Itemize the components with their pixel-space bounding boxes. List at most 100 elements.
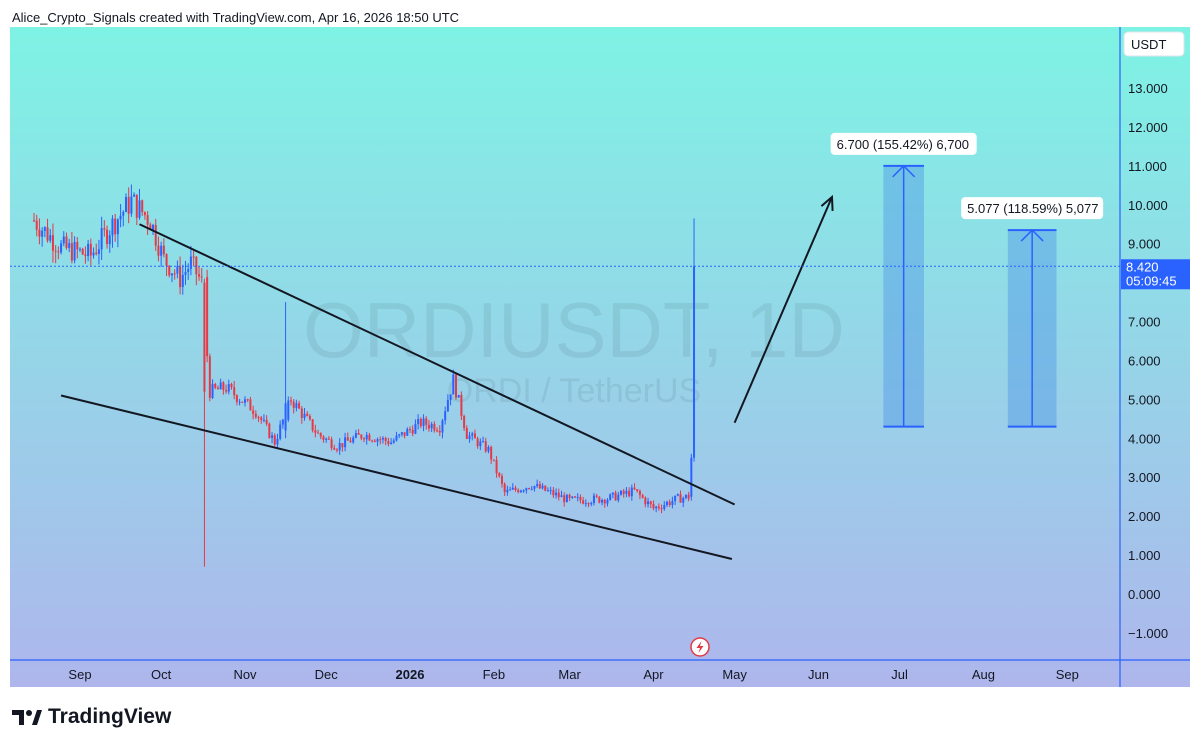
candle — [179, 256, 182, 295]
candle — [60, 240, 63, 255]
candle — [528, 487, 531, 490]
candle — [211, 379, 214, 400]
time-tick-label: Oct — [151, 667, 172, 682]
target-range-arrowhead — [892, 164, 916, 178]
candle — [522, 489, 525, 493]
candle — [487, 445, 490, 454]
candle — [276, 433, 279, 449]
candle — [587, 502, 590, 508]
event-lightning-icon[interactable] — [690, 637, 710, 657]
candle — [335, 448, 338, 453]
candle — [195, 255, 198, 286]
candle — [636, 489, 639, 493]
candle — [203, 278, 206, 567]
time-tick-label: Nov — [233, 667, 257, 682]
candle — [122, 210, 125, 227]
candle — [198, 267, 201, 281]
tradingview-logo-icon — [12, 710, 42, 725]
candle — [417, 414, 420, 430]
candle — [317, 429, 320, 434]
tradingview-logo[interactable]: TradingView — [12, 705, 171, 729]
candle — [41, 227, 44, 247]
candle — [541, 483, 544, 490]
candle — [449, 394, 452, 406]
candle — [271, 432, 274, 444]
candle — [471, 431, 474, 441]
candle — [649, 500, 652, 509]
price-tick-label: 2.000 — [1128, 509, 1161, 524]
candle — [300, 406, 303, 424]
candle — [306, 411, 309, 417]
candle — [92, 247, 95, 259]
candle — [582, 496, 585, 505]
candle — [225, 384, 228, 394]
projection-arrow[interactable] — [733, 196, 833, 424]
candle — [630, 484, 633, 501]
time-tick-label: Dec — [315, 667, 339, 682]
candle — [38, 218, 41, 245]
candle — [668, 499, 671, 507]
candle — [103, 220, 106, 237]
candle — [663, 501, 666, 511]
price-tick-label: 9.000 — [1128, 237, 1161, 252]
candle — [349, 437, 352, 443]
chart-attribution: Alice_Crypto_Signals created with Tradin… — [12, 10, 460, 25]
candle — [246, 398, 249, 403]
candle — [538, 481, 541, 490]
candle — [233, 381, 236, 400]
candle — [100, 216, 103, 260]
candle — [33, 213, 36, 223]
candle — [506, 485, 509, 496]
candle — [341, 443, 344, 452]
currency-badge[interactable]: USDT — [1123, 31, 1185, 57]
candle — [170, 273, 173, 283]
candle — [241, 401, 244, 404]
candle — [303, 408, 306, 421]
candle — [49, 229, 52, 243]
candle — [325, 437, 328, 444]
candle — [152, 223, 155, 236]
candle — [533, 485, 536, 492]
candle — [352, 435, 355, 444]
candle — [628, 487, 631, 498]
candle — [162, 238, 165, 258]
trendline-upper-wedge[interactable] — [139, 223, 736, 506]
candle — [244, 396, 247, 407]
candle — [368, 432, 371, 441]
candle — [590, 501, 593, 507]
candle — [517, 488, 520, 494]
candle — [546, 487, 549, 492]
time-tick-label: Jul — [891, 667, 908, 682]
watermark-description: ORDI / TetherUS — [447, 372, 701, 410]
candle — [622, 488, 625, 498]
candle — [395, 431, 398, 442]
candle — [95, 243, 98, 256]
candle — [119, 204, 122, 228]
candle — [660, 504, 663, 514]
candle — [606, 498, 609, 507]
candle — [492, 459, 495, 462]
chart-frame[interactable]: ORDIUSDT, 1D ORDI / TetherUS −1.000 0.000… — [10, 27, 1190, 687]
candle — [81, 247, 84, 255]
candle — [652, 500, 655, 511]
candle — [146, 211, 149, 236]
candle — [387, 437, 390, 447]
candle — [638, 489, 641, 500]
trendline-lower-wedge[interactable] — [60, 394, 733, 560]
chart-svg[interactable]: ORDIUSDT, 1D ORDI / TetherUS −1.000 0.000… — [10, 27, 1190, 687]
candle — [644, 496, 647, 508]
price-tick-label: 7.000 — [1128, 315, 1161, 330]
candle — [446, 394, 449, 412]
candle — [473, 429, 476, 439]
candle — [108, 230, 111, 253]
candle — [384, 436, 387, 446]
candle — [252, 405, 255, 420]
time-tick-label: Sep — [1056, 667, 1079, 682]
candle — [51, 223, 54, 263]
candle — [633, 483, 636, 491]
candle — [154, 218, 157, 251]
time-tick-label: Sep — [68, 667, 91, 682]
target-label-2-text: 5.077 (118.59%) 5,077 — [967, 201, 1098, 216]
candle — [500, 473, 503, 488]
price-tick-label: 5.000 — [1128, 392, 1161, 407]
